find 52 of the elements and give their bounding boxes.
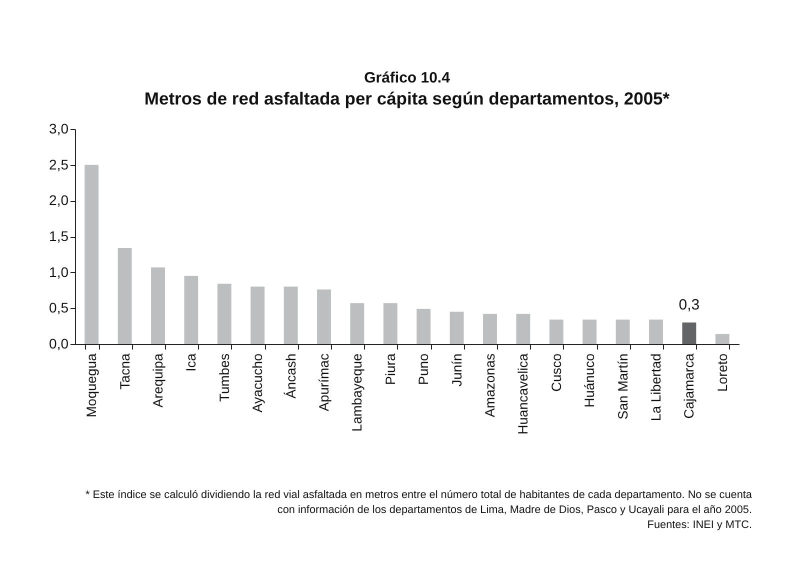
bar bbox=[284, 286, 298, 344]
bar bbox=[682, 322, 696, 344]
bar bbox=[383, 303, 398, 344]
bar bbox=[582, 320, 597, 344]
x-tick-label: Tumbes bbox=[216, 353, 232, 402]
x-tick-label: Arequipa bbox=[150, 353, 166, 408]
data-label: 0,3 bbox=[678, 296, 700, 314]
bar bbox=[516, 314, 530, 344]
bar bbox=[715, 334, 730, 344]
x-tick-label: Puno bbox=[416, 354, 432, 386]
bar bbox=[151, 267, 165, 344]
x-tick-label: Cajamarca bbox=[682, 353, 697, 419]
bar bbox=[483, 314, 497, 344]
y-tick-label: 0,5 bbox=[49, 300, 69, 316]
chart-subtitle: Metros de red asfaltada per cápita según departamentos, 2005* bbox=[144, 88, 670, 108]
bar bbox=[250, 286, 265, 344]
bar bbox=[616, 320, 630, 344]
bar bbox=[118, 248, 132, 344]
x-tick-label: Apurímac bbox=[316, 353, 332, 412]
y-tick-label: 1,0 bbox=[49, 264, 69, 280]
x-tick-label: Loreto bbox=[714, 354, 730, 392]
chart-title: Gráfico 10.4 bbox=[364, 70, 451, 86]
y-tick-label: 3,0 bbox=[49, 120, 69, 136]
bar bbox=[217, 284, 232, 344]
x-tick-label: San Martín bbox=[615, 354, 630, 420]
text: * Este índice se calculó dividiendo la red vial asfaltada en metros entre el número total de habitantes de cada departamento. No se cuenta con información de los departamentos de Lima, Madre de Dios, Pasco y Ucayali para el año 2005. bbox=[84, 488, 752, 518]
bar bbox=[317, 290, 331, 344]
bar bbox=[649, 320, 663, 344]
x-tick-label: Junín bbox=[449, 354, 464, 387]
bar bbox=[549, 320, 564, 344]
x-tick-label: Cusco bbox=[548, 354, 564, 392]
x-tick-label: Lambayeque bbox=[350, 354, 365, 432]
bar bbox=[450, 312, 464, 344]
x-tick-label: Huancavelica bbox=[516, 353, 531, 435]
source-note: Fuentes: INEI y MTC. bbox=[646, 518, 752, 533]
x-tick-label: Ayacucho bbox=[250, 354, 266, 413]
x-tick-label: La Libertad bbox=[648, 354, 664, 422]
y-tick-label: 2,5 bbox=[49, 156, 69, 172]
bar bbox=[184, 276, 198, 344]
y-tick-label: 2,0 bbox=[49, 192, 69, 208]
x-tick-label: Amazonas bbox=[482, 353, 498, 418]
y-tick-label: 0,0 bbox=[49, 336, 69, 352]
x-tick-label: Ica bbox=[184, 353, 199, 372]
x-tick-label: Piura bbox=[382, 353, 398, 386]
bar bbox=[416, 308, 431, 344]
x-tick-label: Tacna bbox=[117, 353, 132, 390]
x-tick-label: Huánuco bbox=[582, 354, 598, 408]
x-tick-label: Áncash bbox=[283, 354, 298, 399]
bar bbox=[350, 303, 364, 344]
x-tick-label: Moquegua bbox=[84, 353, 100, 418]
bar bbox=[84, 164, 99, 344]
y-tick-label: 1,5 bbox=[49, 228, 69, 244]
